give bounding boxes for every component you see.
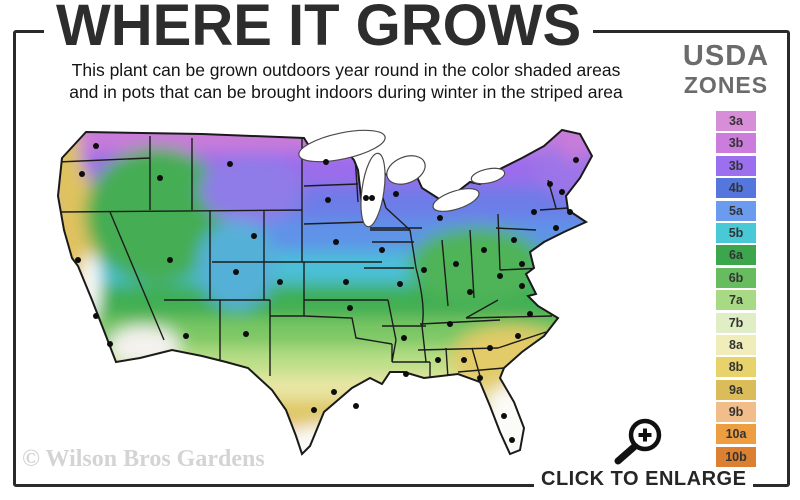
city-dot	[323, 159, 329, 165]
legend-title-usda: USDA	[682, 40, 770, 72]
city-dot	[107, 341, 113, 347]
great-lakes	[298, 129, 506, 228]
legend-title: USDA ZONES	[676, 42, 776, 97]
city-dot	[531, 209, 537, 215]
city-dot	[403, 371, 409, 377]
page-title: WHERE IT GROWS	[44, 0, 594, 59]
city-dot	[437, 215, 443, 221]
city-dot	[167, 257, 173, 263]
city-dot	[497, 273, 503, 279]
city-dot	[559, 189, 565, 195]
city-dot	[401, 335, 407, 341]
city-dot	[511, 237, 517, 243]
city-dot	[369, 195, 375, 201]
city-dot	[343, 279, 349, 285]
city-dot	[421, 267, 427, 273]
city-dot	[573, 157, 579, 163]
zone-chip-5b: 5b	[716, 222, 756, 243]
city-dot	[227, 161, 233, 167]
city-dot	[487, 345, 493, 351]
zone-chip-7a: 7a	[716, 290, 756, 311]
city-dot	[553, 225, 559, 231]
city-dot	[393, 191, 399, 197]
city-dot	[467, 289, 473, 295]
city-dot	[519, 261, 525, 267]
state-borders	[58, 136, 569, 382]
city-dot	[453, 261, 459, 267]
click-to-enlarge-button[interactable]: CLICK TO ENLARGE	[534, 468, 754, 491]
subtitle-line-1: This plant can be grown outdoors year ro…	[71, 60, 621, 80]
legend-title-zones: ZONES	[683, 72, 769, 98]
city-dot	[79, 171, 85, 177]
city-dot	[157, 175, 163, 181]
city-dot	[75, 257, 81, 263]
city-dot	[353, 403, 359, 409]
city-dot	[251, 233, 257, 239]
subtitle-line-2: and in pots that can be brought indoors …	[69, 81, 623, 102]
city-dot	[515, 333, 521, 339]
city-dot	[325, 197, 331, 203]
magnifier-zoom-icon[interactable]	[604, 408, 668, 472]
zone-chip-8a: 8a	[716, 334, 756, 355]
zone-chip-6a: 6a	[716, 245, 756, 266]
city-dot	[233, 269, 239, 275]
zone-chip-4b: 4b	[716, 178, 756, 199]
city-dot	[93, 143, 99, 149]
city-dot	[477, 375, 483, 381]
city-dot	[519, 283, 525, 289]
city-dot	[527, 311, 533, 317]
city-dot	[501, 413, 507, 419]
zone-chip-3a: 3a	[716, 111, 756, 131]
watermark: © Wilson Bros Gardens	[22, 446, 265, 472]
city-dot	[363, 195, 369, 201]
city-dot	[311, 407, 317, 413]
city-dot	[277, 279, 283, 285]
subtitle: This plant can be grown outdoors year ro…	[28, 60, 664, 104]
city-dot	[183, 333, 189, 339]
city-dot	[461, 357, 467, 363]
city-dot	[93, 313, 99, 319]
zone-chip-5a: 5a	[716, 200, 756, 221]
us-map-graphic	[56, 128, 594, 456]
city-dot	[243, 331, 249, 337]
city-dot	[347, 305, 353, 311]
zone-chip-8b: 8b	[716, 357, 756, 378]
city-dot	[435, 357, 441, 363]
city-dot	[547, 181, 553, 187]
zone-chip-6b: 6b	[716, 267, 756, 288]
usda-zones-legend: 3a 3b 3b 4b 5a 5b 6a 6b 7a 7b 8a 8b 9a 9b 10a 10b	[716, 111, 756, 469]
zone-chip-10a: 10a	[716, 424, 756, 445]
city-dot	[331, 389, 337, 395]
city-dot	[397, 281, 403, 287]
zone-chip-10b: 10b	[716, 446, 756, 467]
zone-chip-3b: 3b	[716, 133, 756, 154]
zone-color-bands	[58, 130, 592, 454]
zone-chip-9b: 9b	[716, 402, 756, 423]
city-dot	[509, 437, 515, 443]
city-dot	[481, 247, 487, 253]
zone-chip-9a: 9a	[716, 379, 756, 400]
city-dot	[567, 209, 573, 215]
city-dot	[447, 321, 453, 327]
usda-zones-map[interactable]	[52, 110, 668, 482]
city-dot	[379, 247, 385, 253]
city-dots	[75, 143, 579, 443]
zone-chip-3b: 3b	[716, 155, 756, 176]
zone-chip-7b: 7b	[716, 312, 756, 333]
city-dot	[333, 239, 339, 245]
